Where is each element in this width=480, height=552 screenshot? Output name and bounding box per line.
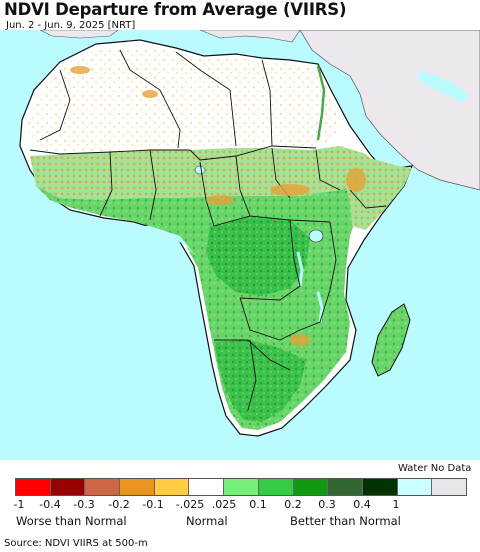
- gulf-of-guinea: [100, 226, 196, 256]
- legend-swatch: [120, 479, 155, 495]
- legend-tick: 0.4: [353, 498, 371, 511]
- legend-swatch: [189, 479, 225, 495]
- legend-swatch: [293, 479, 329, 495]
- legend-tick: -0.4: [39, 498, 61, 511]
- water-no-data-label: Water No Data: [398, 463, 472, 474]
- legend-swatch: [50, 479, 86, 495]
- legend-tick: 1: [392, 498, 400, 511]
- legend-caption-worse: Worse than Normal: [16, 514, 127, 528]
- lake-tanganyika: [296, 251, 304, 287]
- legend-swatch: [224, 479, 259, 495]
- southern-africa: [214, 340, 306, 422]
- legend-swatch: [328, 479, 363, 495]
- legend-swatch: [258, 479, 294, 495]
- congo-basin: [206, 216, 310, 296]
- legend-tick: 0.2: [284, 498, 302, 511]
- legend-swatch: [154, 479, 190, 495]
- arabian-peninsula: [299, 30, 480, 191]
- persian-gulf: [418, 70, 470, 102]
- legend-tick: -1: [13, 498, 25, 511]
- lake-malawi: [316, 291, 324, 323]
- legend-swatch: [432, 479, 466, 495]
- legend-swatch: [397, 479, 433, 495]
- legend-tick: .025: [211, 498, 237, 511]
- legend-tick: -.025: [175, 498, 205, 511]
- sahara-region: [26, 46, 342, 154]
- nile-valley: [316, 65, 326, 141]
- ndvi-map: [0, 30, 480, 460]
- lake-victoria: [308, 229, 324, 243]
- page-title: NDVI Departure from Average (VIIRS): [4, 0, 347, 19]
- lake-chad: [194, 165, 206, 175]
- legend-tick: -0.2: [108, 498, 130, 511]
- red-sea: [314, 60, 382, 154]
- date-range: Jun. 2 - Jun. 9, 2025 [NRT]: [6, 20, 136, 31]
- madagascar: [371, 303, 411, 377]
- anomaly-patches: [70, 66, 366, 346]
- europe-fragment: [199, 30, 301, 43]
- legend-swatch: [85, 479, 121, 495]
- legend-tick: -0.1: [142, 498, 164, 511]
- legend-tick: 0.1: [249, 498, 267, 511]
- legend: Water No Data -1 -0.4 -0.3 -0.2 -0.1 -.0…: [0, 462, 480, 542]
- legend-tick: -0.3: [73, 498, 95, 511]
- source-footnote: Source: NDVI VIIRS at 500-m: [4, 538, 148, 549]
- color-scale: [15, 478, 467, 496]
- country-borders: [29, 49, 387, 411]
- legend-tick: 0.3: [318, 498, 336, 511]
- legend-caption-better: Better than Normal: [290, 514, 401, 528]
- legend-caption-normal: Normal: [186, 514, 228, 528]
- legend-swatch: [16, 479, 51, 495]
- iberia-fragment: [39, 30, 119, 39]
- legend-swatch: [362, 479, 398, 495]
